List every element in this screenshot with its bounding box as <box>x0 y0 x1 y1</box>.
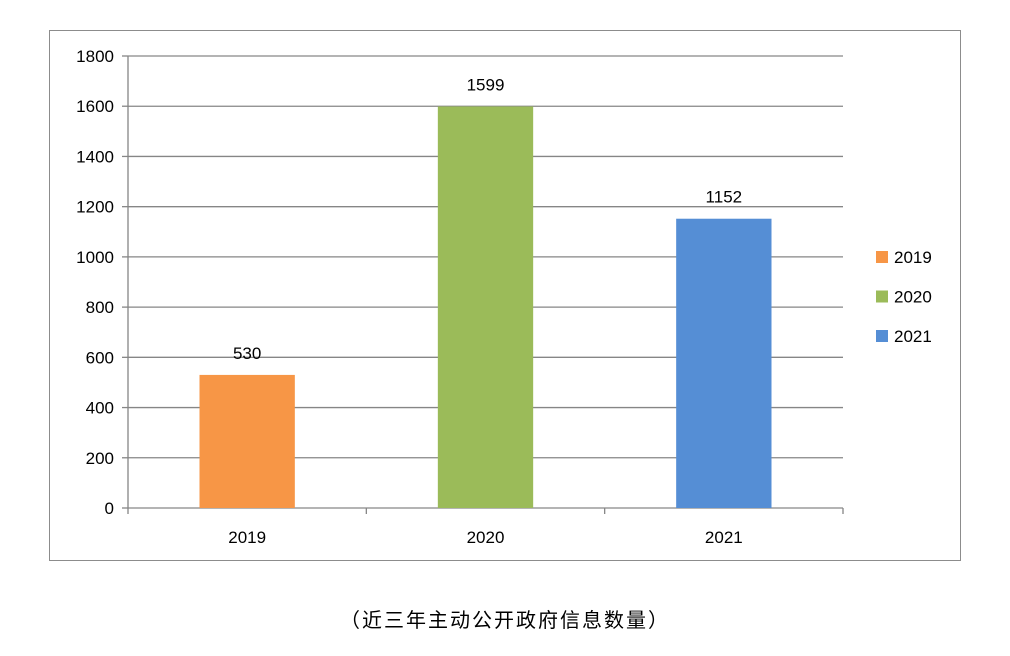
bar-chart: 0 200 400 600 800 1000 1200 1400 1600 1800 530 2019… <box>76 47 932 547</box>
y-tick-label: 600 <box>86 348 114 367</box>
y-tick-label: 1400 <box>76 147 114 166</box>
chart-frame: 0 200 400 600 800 1000 1200 1400 1600 1800 530 2019… <box>49 30 961 561</box>
y-tick-label: 0 <box>105 499 114 518</box>
y-tick-label: 1600 <box>76 97 114 116</box>
bar-2020 <box>437 106 534 509</box>
y-tick-label: 1200 <box>76 198 114 217</box>
data-label: 530 <box>233 344 261 363</box>
legend-label: 2021 <box>894 327 932 346</box>
data-label: 1152 <box>706 188 743 207</box>
bar-2019 <box>199 374 295 508</box>
data-label: 1599 <box>467 75 505 94</box>
y-tick-label: 200 <box>86 449 114 468</box>
y-tick-label: 1000 <box>76 248 114 267</box>
y-tick-label: 800 <box>86 298 114 317</box>
chart-caption: （近三年主动公开政府信息数量） <box>340 608 670 632</box>
y-tick-label: 1800 <box>76 47 114 66</box>
x-tick-label: 2019 <box>228 528 266 547</box>
legend-label: 2020 <box>894 288 932 307</box>
legend-swatch-2021 <box>876 330 888 342</box>
legend-label: 2019 <box>894 248 932 267</box>
x-tick-label: 2020 <box>467 528 505 547</box>
x-tick-label: 2021 <box>705 528 743 547</box>
legend-swatch-2019 <box>876 251 888 263</box>
legend-swatch-2020 <box>876 290 888 303</box>
y-tick-label: 400 <box>86 399 114 418</box>
bar-2021 <box>676 218 772 508</box>
